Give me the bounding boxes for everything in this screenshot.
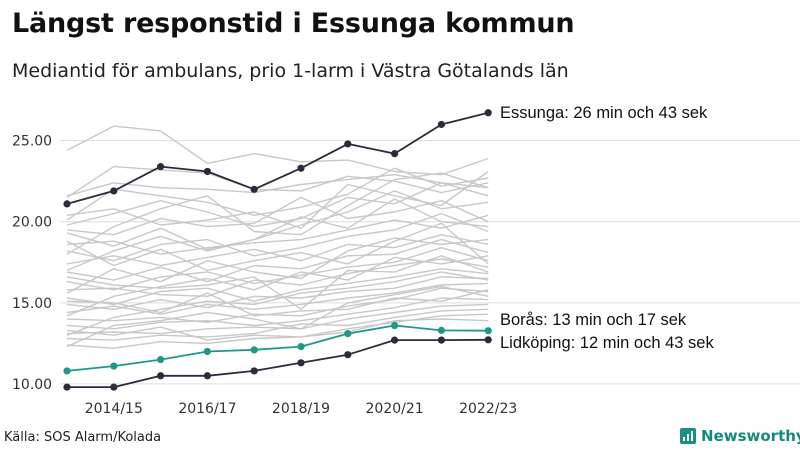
data-point-lidköping [157, 372, 165, 380]
data-point-lidköping [297, 359, 305, 367]
background-series-line [66, 255, 489, 310]
y-tick-label: 10.00 [12, 377, 52, 393]
background-series-line [66, 196, 489, 236]
background-series-line [66, 212, 489, 262]
background-series-line [66, 271, 489, 336]
y-tick-label: 15.00 [12, 296, 52, 312]
series-label-borås: Borås: 13 min och 17 sek [500, 311, 687, 329]
data-point-essunga [63, 200, 71, 208]
data-point-lidköping [391, 336, 399, 344]
data-point-lidköping [250, 367, 258, 375]
background-series-line [66, 255, 489, 317]
series-line-borås [66, 324, 489, 372]
source-note: Källa: SOS Alarm/Kolada [4, 430, 162, 445]
data-point-borås [297, 342, 305, 351]
background-series-line [66, 172, 489, 255]
data-point-essunga [157, 163, 165, 171]
x-tick-label: 2014/15 [85, 401, 143, 417]
data-point-borås [203, 347, 211, 356]
background-series-line [66, 167, 489, 221]
background-series-line [66, 276, 489, 310]
brand-logo: Newsworthy [680, 427, 800, 445]
background-series-line [66, 182, 489, 228]
background-series-line [66, 222, 489, 272]
data-point-essunga [437, 120, 445, 129]
background-series-line [66, 246, 489, 291]
series-line-essunga [66, 111, 489, 205]
y-tick-label: 25.00 [12, 134, 52, 150]
background-series-line [66, 237, 489, 294]
data-point-lidköping [437, 336, 445, 344]
brand-name: Newsworthy [701, 427, 800, 445]
background-series-line [66, 318, 489, 341]
background-series-line [66, 297, 489, 330]
data-point-borås [250, 346, 258, 354]
chart-subtitle: Mediantid för ambulans, prio 1-larm i Vä… [12, 60, 569, 82]
data-point-borås [437, 326, 445, 334]
x-tick-label: 2020/21 [366, 401, 424, 417]
background-series-line [66, 282, 489, 315]
data-point-essunga [250, 185, 258, 193]
background-series-line [66, 125, 489, 176]
data-point-borås [391, 321, 399, 330]
data-point-lidköping [203, 372, 211, 380]
data-point-borås [484, 327, 492, 335]
series-label-essunga: Essunga: 26 min och 43 sek [500, 104, 708, 122]
data-point-borås [110, 362, 118, 370]
x-tick-label: 2016/17 [178, 401, 236, 417]
series-label-lidköping: Lidköping: 12 min och 43 sek [500, 334, 714, 352]
data-point-essunga [484, 109, 492, 117]
chart-title: Längst responstid i Essunga kommun [12, 8, 575, 39]
background-series-line [66, 303, 489, 335]
background-series-line [66, 198, 489, 272]
data-point-essunga [344, 140, 352, 148]
data-point-lidköping [110, 383, 118, 391]
background-series-line [66, 289, 489, 317]
data-point-lidköping [484, 336, 492, 344]
background-series-line [66, 190, 489, 251]
data-point-essunga [110, 187, 118, 195]
data-point-borås [63, 367, 71, 375]
background-series-line [66, 268, 489, 306]
background-series-line [66, 238, 489, 283]
y-tick-label: 20.00 [12, 215, 52, 231]
x-tick-label: 2022/23 [459, 401, 517, 417]
background-series-line [66, 313, 489, 349]
background-series-line [66, 170, 489, 229]
background-series-line [66, 285, 489, 348]
background-series-line [66, 287, 489, 323]
data-point-essunga [203, 167, 211, 176]
background-series-line [66, 173, 489, 197]
background-series-line [66, 258, 489, 297]
background-series-line [66, 165, 489, 198]
background-series-line [66, 214, 489, 255]
data-point-lidköping [63, 383, 71, 391]
x-tick-label: 2018/19 [272, 401, 330, 417]
series-line-lidköping [67, 338, 489, 389]
data-point-lidköping [344, 351, 352, 359]
background-series-line [66, 308, 489, 341]
data-point-essunga [391, 150, 399, 158]
data-point-borås [344, 330, 352, 338]
data-point-essunga [297, 164, 305, 172]
data-point-borås [157, 355, 165, 364]
bar-chart-logo-icon [680, 428, 696, 444]
